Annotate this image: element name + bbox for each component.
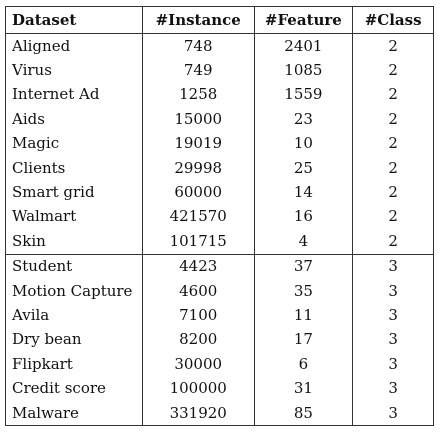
instance-count-cell: 749: [141, 58, 255, 83]
class-count-cell: 2: [352, 107, 434, 132]
instance-count-cell: 421570: [141, 204, 255, 230]
feature-count-cell: 14: [253, 180, 353, 205]
table-body: Aligned 748 2401 2 Virus 749 1085 2 Internet Ad 1…: [5, 33, 434, 426]
feature-count-cell: 16: [253, 204, 353, 230]
dataset-name-cell: Aids: [12, 109, 45, 128]
instance-count-cell: 4600: [141, 278, 255, 304]
feature-count-cell: 1085: [253, 58, 353, 83]
instance-count-cell: 15000: [141, 107, 255, 132]
dataset-name-cell: Smart grid: [12, 183, 95, 202]
feature-count-cell: 2401: [253, 33, 353, 59]
class-count-cell: 3: [352, 352, 434, 377]
feature-count-cell: 85: [253, 400, 353, 426]
table-row: Clients 29998 25 2: [6, 155, 434, 181]
dataset-name-cell: Flipkart: [12, 354, 73, 373]
instance-count-cell: 29998: [141, 155, 255, 181]
dataset-name-cell: Student: [12, 257, 73, 276]
table-row: Avila 7100 11 3: [6, 303, 434, 328]
dataset-name-cell: Clients: [12, 158, 66, 177]
table-row: Student 4423 37 3: [6, 254, 434, 279]
instance-count-cell: 748: [141, 33, 255, 59]
class-count-cell: 2: [352, 180, 434, 205]
table-row: Malware 331920 85 3: [6, 400, 434, 426]
class-count-cell: 2: [352, 33, 434, 59]
dataset-name-cell: Magic: [12, 134, 60, 153]
dataset-name-cell: Malware: [12, 403, 79, 422]
class-count-cell: 2: [352, 131, 434, 156]
dataset-name-cell: Skin: [5, 229, 143, 255]
dataset-name-cell: Avila: [12, 305, 50, 324]
dataset-name-cell: Credit score: [12, 379, 106, 398]
class-count-cell: 2: [352, 155, 434, 181]
feature-count-cell: 31: [253, 376, 353, 401]
table-row: Credit score 100000 31 3: [6, 376, 434, 401]
class-count-cell: 3: [352, 278, 434, 304]
dataset-table: Dataset #Instance #Feature #Class Aligne…: [5, 6, 434, 427]
table-row: Motion Capture 4600 35 3: [6, 278, 434, 304]
feature-count-cell: 11: [253, 303, 353, 328]
feature-count-cell: 23: [253, 107, 353, 132]
class-count-cell: 2: [352, 58, 434, 83]
feature-count-cell: 35: [253, 278, 353, 304]
header-dataset: Dataset: [12, 10, 77, 29]
header-class: #Class: [352, 6, 434, 34]
instance-count-cell: 101715: [141, 229, 255, 255]
table-row: Magic 19019 10 2: [6, 131, 434, 156]
instance-count-cell: 1258: [141, 82, 255, 108]
table-row: Internet Ad 1258 1559 2: [6, 82, 434, 108]
class-count-cell: 2: [352, 82, 434, 108]
table-row: Walmart 421570 16 2: [6, 204, 434, 230]
class-count-cell: 3: [352, 303, 434, 328]
header-instance: #Instance: [141, 6, 255, 34]
instance-count-cell: 7100: [141, 303, 255, 328]
table-row: Aligned 748 2401 2: [6, 33, 434, 59]
table-row: Flipkart 30000 6 3: [6, 352, 434, 377]
feature-count-cell: 37: [253, 254, 353, 279]
instance-count-cell: 331920: [141, 400, 255, 426]
table-row: Skin 101715 4 2: [5, 229, 434, 255]
feature-count-cell: 6: [253, 352, 353, 377]
dataset-name-cell: Virus: [12, 61, 52, 80]
instance-count-cell: 8200: [141, 327, 255, 353]
instance-count-cell: 60000: [141, 180, 255, 205]
header-feature: #Feature: [253, 6, 353, 34]
feature-count-cell: 10: [253, 131, 353, 156]
dataset-name-cell: Motion Capture: [12, 281, 133, 300]
table-row: Smart grid 60000 14 2: [6, 180, 434, 205]
table-row: Aids 15000 23 2: [6, 107, 434, 132]
header-row: Dataset #Instance #Feature #Class: [5, 6, 434, 34]
instance-count-cell: 30000: [141, 352, 255, 377]
instance-count-cell: 19019: [141, 131, 255, 156]
class-count-cell: 2: [352, 229, 434, 255]
class-count-cell: 3: [352, 254, 434, 279]
class-count-cell: 2: [352, 204, 434, 230]
dataset-name-cell: Walmart: [12, 207, 77, 226]
class-count-cell: 3: [352, 327, 434, 353]
feature-count-cell: 1559: [253, 82, 353, 108]
table-row: Dry bean 8200 17 3: [6, 327, 434, 353]
instance-count-cell: 100000: [141, 376, 255, 401]
table-row: Virus 749 1085 2: [6, 58, 434, 83]
class-count-cell: 3: [352, 376, 434, 401]
dataset-name-cell: Aligned: [12, 36, 71, 55]
feature-count-cell: 17: [253, 327, 353, 353]
table-header: Dataset #Instance #Feature #Class: [5, 6, 434, 34]
class-count-cell: 3: [352, 400, 434, 426]
feature-count-cell: 25: [253, 155, 353, 181]
feature-count-cell: 4: [253, 229, 353, 255]
dataset-table-container: Dataset #Instance #Feature #Class Aligne…: [5, 6, 434, 427]
dataset-name-cell: Dry bean: [12, 330, 82, 349]
dataset-name-cell: Internet Ad: [12, 85, 100, 104]
instance-count-cell: 4423: [141, 254, 255, 279]
